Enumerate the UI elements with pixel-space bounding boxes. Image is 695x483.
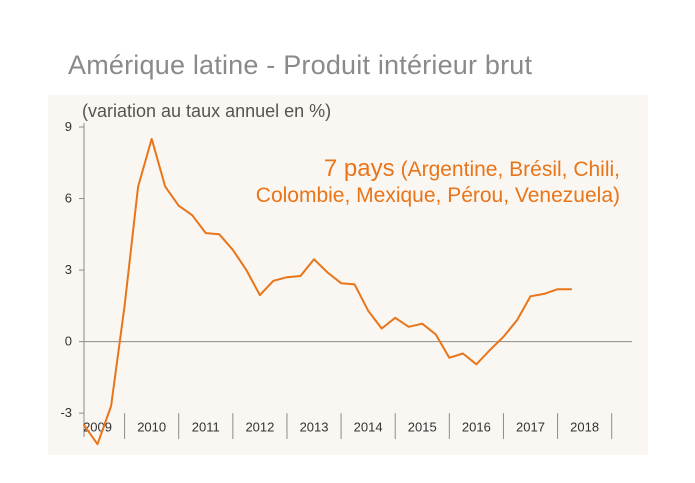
y-tick-label: 3 bbox=[65, 262, 72, 277]
chart-annotation-line2: Colombie, Mexique, Pérou, Venezuela) bbox=[256, 184, 620, 207]
x-tick-label: 2011 bbox=[192, 419, 220, 434]
page-title: Amérique latine - Produit intérieur brut bbox=[68, 50, 533, 80]
y-tick-label: 6 bbox=[65, 191, 72, 206]
x-tick-label: 2013 bbox=[300, 419, 329, 434]
series-line bbox=[83, 137, 573, 446]
annotation-countries-1: (Argentine, Brésil, Chili, bbox=[401, 158, 620, 181]
x-tick-label: 2018 bbox=[570, 419, 599, 434]
x-tick-label: 2012 bbox=[245, 419, 274, 434]
chart-axes: -3 0 3 6 9 2009 2010 2011 2012 2013 2014 2015 2016 20… bbox=[60, 119, 632, 439]
y-tick-label: -3 bbox=[60, 405, 72, 420]
x-tick-label: 2010 bbox=[137, 419, 166, 434]
y-tick-label: 9 bbox=[65, 119, 72, 134]
x-tick-label: 2014 bbox=[354, 419, 383, 434]
chart-panel: (variation au taux annuel en %) 7 pays (A… bbox=[48, 95, 648, 455]
chart-annotation-line1: 7 pays (Argentine, Brésil, Chili, bbox=[324, 155, 620, 182]
chart-marks bbox=[83, 137, 573, 446]
y-tick-label: 0 bbox=[65, 334, 72, 349]
x-tick-label: 2017 bbox=[516, 419, 545, 434]
x-tick-label: 2015 bbox=[408, 419, 437, 434]
chart-subtitle: (variation au taux annuel en %) bbox=[82, 101, 331, 121]
chart-svg: (variation au taux annuel en %) 7 pays (A… bbox=[60, 101, 632, 446]
annotation-count: 7 pays bbox=[324, 155, 395, 182]
x-tick-label: 2016 bbox=[462, 419, 491, 434]
x-tick-label: 2009 bbox=[83, 419, 112, 434]
